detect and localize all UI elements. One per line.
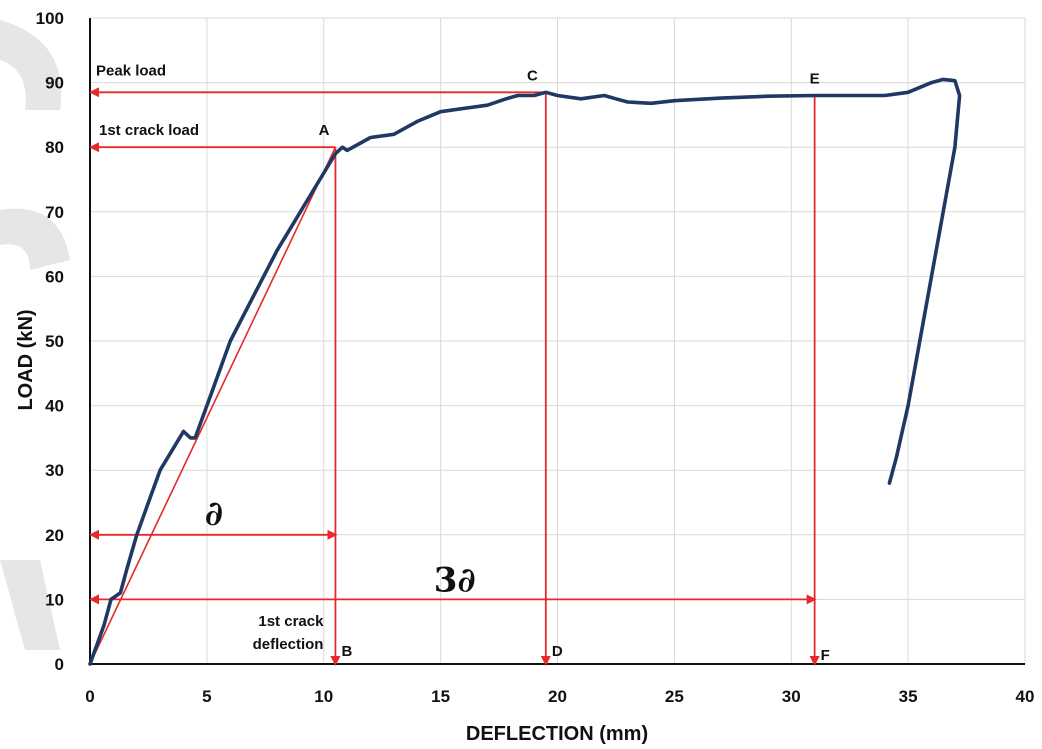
- y-tick-label: 90: [45, 74, 64, 93]
- y-tick-label: 30: [45, 461, 64, 480]
- y-tick-label: 100: [36, 9, 64, 28]
- point-label: B: [341, 643, 352, 660]
- x-tick-label: 30: [782, 687, 801, 706]
- x-tick-label: 20: [548, 687, 567, 706]
- y-tick-label: 60: [45, 267, 64, 286]
- tangent-line: [89, 146, 337, 665]
- y-tick-label: 50: [45, 332, 64, 351]
- x-tick-label: 0: [85, 687, 94, 706]
- annotation-labels: Peak load 1st crack load 1st crack deflecti…: [96, 62, 830, 664]
- series: [88, 77, 962, 666]
- point-label: C: [527, 67, 538, 84]
- axes: [89, 18, 1025, 665]
- point-label: F: [821, 647, 830, 664]
- y-tick-label: 80: [45, 138, 64, 157]
- watermark-graphic: [0, 20, 70, 650]
- y-tick-label: 70: [45, 203, 64, 222]
- x-axis-title: DEFLECTION (mm): [466, 723, 648, 745]
- y-tick-label: 10: [45, 590, 64, 609]
- y-axis-title: LOAD (kN): [15, 309, 37, 410]
- first-crack-deflection-label-1: 1st crack: [258, 613, 324, 630]
- x-tick-label: 10: [314, 687, 333, 706]
- three-delta-label: 3∂: [434, 560, 476, 600]
- y-tick-label: 40: [45, 397, 64, 416]
- annotations: [89, 87, 820, 666]
- x-tick-label: 35: [899, 687, 918, 706]
- x-tick-label: 40: [1016, 687, 1035, 706]
- x-tick-label: 15: [431, 687, 450, 706]
- series-line: [88, 77, 962, 666]
- point-label: D: [552, 643, 563, 660]
- point-label: E: [810, 71, 820, 88]
- tick-labels: 0 5 10 15 20 25 30 35 40 0 10 20 30 40 50 60 70 80 90 100: [36, 9, 1035, 706]
- y-tick-label: 20: [45, 526, 64, 545]
- x-tick-label: 5: [202, 687, 211, 706]
- first-crack-load-label: 1st crack load: [99, 122, 199, 139]
- first-crack-deflection-label-2: deflection: [253, 636, 324, 653]
- x-tick-label: 25: [665, 687, 684, 706]
- y-tick-label: 0: [55, 655, 64, 674]
- delta-label: ∂: [205, 494, 223, 534]
- point-label: A: [319, 122, 330, 139]
- peak-load-label: Peak load: [96, 62, 166, 79]
